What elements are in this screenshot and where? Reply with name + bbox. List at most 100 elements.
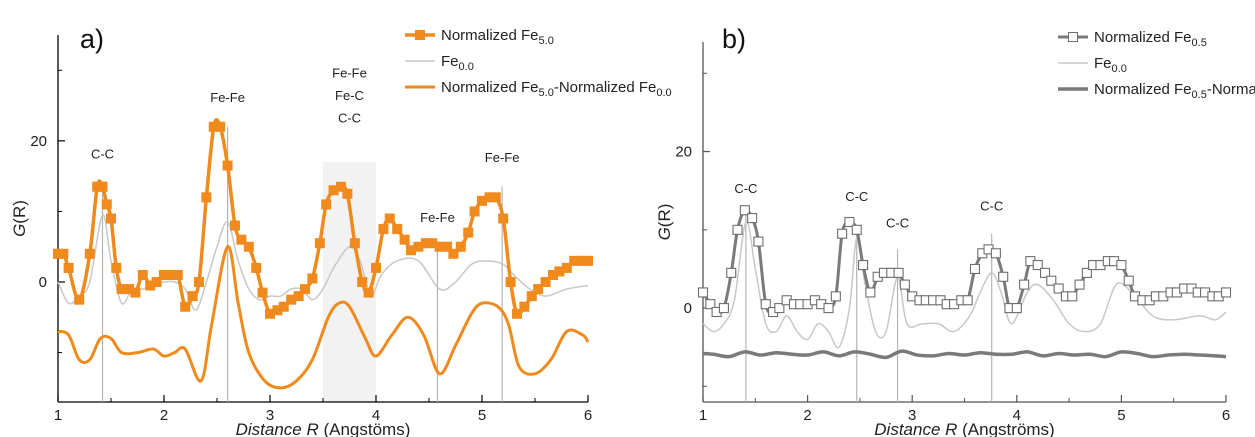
data-point: [718, 303, 729, 314]
data-point: [893, 267, 904, 278]
peak-label: C-C: [886, 215, 909, 230]
data-point: [753, 236, 764, 247]
data-point: [349, 238, 360, 249]
data-point: [378, 224, 389, 235]
data-point: [201, 192, 212, 203]
series-line-2: [702, 349, 1227, 360]
data-point: [137, 269, 148, 280]
data-point: [384, 213, 395, 224]
data-point: [251, 262, 262, 273]
x-tick-label: 5: [1117, 407, 1125, 424]
legend-label: Normalized Fe0.5-Normalized Fe0.0: [1094, 81, 1255, 101]
data-point: [844, 216, 855, 228]
data-point: [455, 241, 466, 252]
data-point: [823, 303, 834, 314]
band-label: Fe-Fe: [332, 65, 367, 80]
peak-label: C-C: [734, 181, 757, 196]
data-point: [739, 205, 750, 216]
data-point: [357, 277, 368, 288]
data-point: [1116, 259, 1127, 271]
data-point: [130, 287, 141, 298]
data-point: [307, 273, 318, 284]
data-point: [101, 199, 112, 210]
x-tick-label: 4: [372, 407, 380, 424]
y-tick-label: 0: [39, 274, 47, 291]
data-point: [84, 248, 95, 259]
data-point: [257, 287, 268, 298]
legend-marker: [415, 30, 425, 40]
x-tick-label: 2: [803, 407, 811, 424]
data-point: [1081, 267, 1092, 278]
x-axis-title: Distance R (Angströms): [874, 420, 1054, 437]
data-point: [490, 192, 501, 203]
data-point: [526, 291, 537, 302]
y-axis-title: G(R): [10, 200, 29, 237]
data-point: [222, 160, 233, 171]
data-point: [1220, 287, 1232, 298]
x-tick-label: 6: [584, 407, 592, 424]
x-tick-label: 3: [908, 407, 916, 424]
data-point: [63, 262, 74, 273]
data-point: [106, 213, 116, 224]
data-point: [1046, 275, 1057, 286]
x-tick-label: 3: [266, 407, 274, 424]
x-tick-label: 5: [478, 407, 486, 424]
panel-a: 1 2 3 4 5 6 0 20 Distance R (Angstöms) G(R) C-C Fe-…: [10, 24, 672, 437]
data-point: [998, 271, 1009, 282]
data-point: [899, 279, 910, 290]
data-point: [505, 277, 516, 288]
data-point: [172, 269, 183, 280]
data-point: [442, 241, 453, 252]
data-point: [230, 220, 241, 231]
data-point: [962, 295, 973, 306]
panel-label: a): [80, 24, 104, 54]
x-tick-label: 1: [54, 407, 62, 424]
y-axis-title: G(R): [655, 204, 674, 241]
data-point: [837, 228, 848, 239]
series-line-2: [57, 245, 590, 390]
data-point: [1123, 275, 1134, 286]
data-point: [760, 299, 771, 310]
data-point: [519, 301, 530, 312]
data-point: [1011, 303, 1022, 314]
data-point: [726, 267, 737, 278]
x-axis-title: Distance R (Angstöms): [236, 420, 411, 437]
x-tick-label: 4: [1013, 407, 1021, 424]
data-point: [774, 303, 785, 314]
data-point: [371, 262, 381, 273]
data-point: [111, 262, 122, 273]
data-point: [469, 206, 480, 217]
legend-marker: [1068, 32, 1078, 42]
data-point: [705, 299, 716, 310]
series-line-1: [702, 221, 1227, 349]
data-point: [236, 234, 247, 245]
data-point: [498, 213, 509, 224]
data-point: [243, 241, 254, 252]
peak-label: C-C: [980, 198, 1003, 213]
y-tick-label: 20: [30, 133, 47, 150]
data-point: [58, 248, 69, 259]
peak-label: Fe-Fe: [210, 90, 245, 105]
data-point: [1067, 291, 1078, 302]
legend-label: Normalized Fe0.5: [1094, 29, 1207, 49]
data-point: [463, 227, 474, 238]
data-point: [187, 291, 198, 302]
data-point: [697, 287, 709, 298]
data-point: [342, 188, 353, 199]
peak-label: Fe-Fe: [485, 150, 520, 165]
data-point: [448, 248, 459, 259]
data-point: [392, 224, 403, 235]
data-point: [851, 224, 862, 235]
legend-label: Fe0.0: [441, 53, 474, 73]
x-tick-label: 1: [699, 407, 707, 424]
data-point: [215, 121, 226, 132]
x-tick-label: 2: [160, 407, 168, 424]
x-tick-label: 6: [1222, 407, 1230, 424]
data-point: [363, 287, 374, 298]
data-point: [399, 234, 410, 245]
data-point: [299, 284, 310, 295]
y-tick-label: 0: [684, 300, 692, 317]
data-point: [511, 308, 522, 319]
data-point: [830, 291, 841, 302]
